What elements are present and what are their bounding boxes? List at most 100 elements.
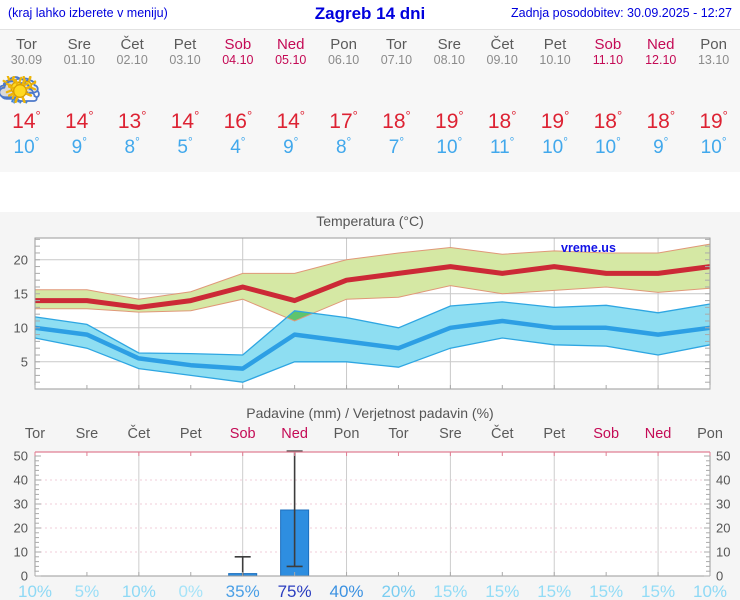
day-name: Pon (330, 36, 357, 53)
probability-label: 15% (485, 582, 519, 600)
sunny-icon (8, 76, 628, 108)
high-temperature: 13° (117, 107, 147, 133)
probability-label: 35% (226, 582, 260, 600)
y-axis-label: 30 (716, 497, 730, 512)
y-axis-label: 0 (716, 569, 723, 584)
y-axis-label: 50 (14, 449, 28, 464)
day-date: 06.10 (327, 52, 360, 67)
high-temperature: 18° (593, 107, 623, 133)
day-date: 01.10 (63, 52, 95, 67)
temperature-chart-title: Temperatura (°C) (316, 213, 424, 229)
low-temperature: 10° (13, 135, 40, 158)
high-temperature: 14° (276, 107, 306, 133)
sun-cloud-icon (0, 75, 99, 108)
high-temperature: 18° (382, 107, 411, 133)
y-axis-label: 20 (716, 521, 730, 536)
day-name: Čet (120, 36, 144, 53)
cloud-rain-icon (2, 75, 258, 108)
y-axis-label: 10 (716, 545, 730, 560)
forecast-day-column: Pon 13.10 19° 10° (8, 30, 740, 172)
probability-label: 15% (641, 582, 675, 600)
watermark-link[interactable]: vreme.us (561, 241, 616, 255)
day-label: Čet (128, 425, 151, 442)
high-temperature: 18° (646, 107, 676, 133)
forecast-day-column: Sob 04.10 16° 4° (2, 30, 264, 172)
high-temperature: 14° (12, 107, 41, 133)
page-title: Zagreb 14 dni (314, 4, 426, 23)
day-name: Sre (437, 36, 461, 53)
day-name: Pet (543, 36, 567, 53)
forecast-day-column: Pet 10.10 19° 10° (8, 30, 582, 172)
low-temperature: 10° (700, 135, 727, 158)
probability-label: 75% (278, 582, 312, 600)
day-label: Sre (76, 426, 99, 442)
y-axis-label: 20 (14, 252, 28, 267)
probability-label: 0% (178, 582, 203, 600)
day-date: 07.10 (380, 52, 413, 67)
day-label: Pet (180, 426, 202, 442)
precip-plot-area (35, 452, 710, 576)
day-label: Pon (334, 426, 360, 442)
page-header: (kraj lahko izberete v meniju) Zagreb 14… (0, 0, 740, 29)
sun-cloud-rain-icon (2, 75, 311, 108)
day-label: Pon (697, 426, 723, 442)
band-overlap (286, 310, 314, 321)
probability-label: 15% (433, 582, 467, 600)
precipitation-chart-title: Padavine (mm) / Verjetnost padavin (%) (246, 405, 493, 421)
low-temperature: 8° (335, 135, 352, 158)
high-temperature: 19° (435, 107, 464, 133)
forecast-day-column: Ned 05.10 14° 9° (2, 30, 317, 172)
y-axis-label: 15 (14, 286, 28, 301)
day-date: 08.10 (433, 52, 465, 67)
day-label: Tor (25, 426, 45, 442)
day-date: 04.10 (222, 52, 254, 67)
sunny-icon (8, 76, 469, 108)
y-axis-label: 20 (14, 521, 28, 536)
y-axis-label: 0 (21, 569, 28, 584)
y-axis-label: 40 (716, 473, 730, 488)
day-name: Pet (173, 36, 197, 53)
day-label: Sob (230, 426, 256, 442)
forecast-day-column: Ned 12.10 18° 9° (8, 30, 687, 172)
day-date: 02.10 (116, 52, 148, 67)
low-temperature: 10° (436, 135, 463, 158)
low-temperature: 9° (71, 135, 87, 158)
high-temperature: 14° (170, 107, 200, 133)
chart-frame (34, 237, 711, 390)
forecast-day-column: Pon 06.10 17° 8° (0, 30, 370, 172)
low-temperature: 10° (594, 135, 621, 158)
low-temperature: 5° (177, 135, 193, 158)
temperature-chart: Temperatura (°C) 5 10 15 20 vreme.us (14, 213, 711, 390)
probability-label: 5% (75, 582, 100, 600)
high-temperature: 18° (487, 107, 517, 133)
temp-max-band (35, 244, 710, 321)
probability-label: 15% (589, 582, 623, 600)
day-name: Tor (16, 36, 37, 53)
y-axis-label: 10 (14, 320, 28, 335)
last-update-timestamp: Zadnja posodobitev: 30.09.2025 - 12:27 (510, 6, 732, 20)
forecast-day-column: Čet 09.10 18° 11° (8, 30, 529, 172)
sunny-icon (8, 76, 734, 108)
forecast-day-column: Čet 02.10 13° 8° (0, 30, 159, 172)
day-date: 10.10 (539, 52, 571, 67)
temp-min-band (35, 301, 710, 383)
day-date: 05.10 (275, 52, 307, 67)
probability-label: 15% (537, 582, 571, 600)
temp-max-band-edge (35, 285, 711, 322)
day-date: 11.10 (592, 52, 624, 67)
day-name: Sre (67, 36, 91, 53)
temp-min-line (34, 318, 711, 371)
forecast-day-column: Tor 07.10 18° 7° (5, 30, 423, 172)
high-temperature: 17° (329, 107, 358, 133)
sunny-icon (8, 76, 205, 108)
high-temperature: 19° (540, 107, 570, 133)
probability-label: 40% (330, 582, 364, 600)
location-menu-hint: (kraj lahko izberete v meniju) (8, 6, 168, 20)
high-temperature: 19° (699, 107, 728, 133)
y-axis-label: 10 (14, 545, 28, 560)
probability-label: 10% (18, 582, 52, 600)
temp-min-band-edge (34, 301, 711, 356)
y-axis-label: 5 (21, 354, 28, 369)
low-temperature: 8° (124, 135, 140, 158)
